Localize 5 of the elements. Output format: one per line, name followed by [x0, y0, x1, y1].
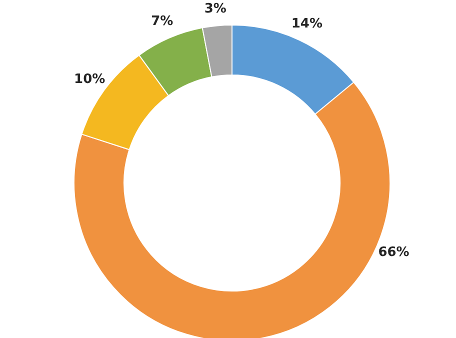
- data-label: 10%: [74, 72, 106, 88]
- data-label: 3%: [204, 2, 226, 16]
- data-label: 7%: [151, 14, 174, 29]
- data-label: 14%: [291, 16, 322, 32]
- data-label: 66%: [378, 244, 410, 260]
